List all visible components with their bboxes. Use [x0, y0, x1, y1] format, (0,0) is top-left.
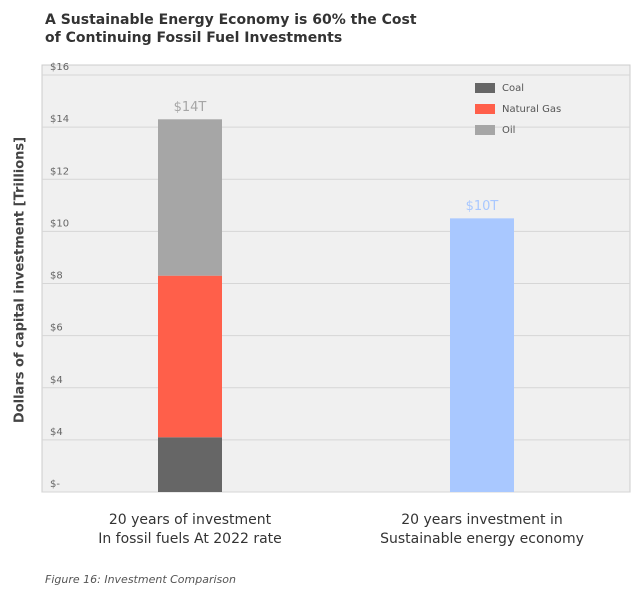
x-tick-label: In fossil fuels At 2022 rate [98, 531, 282, 547]
y-tick-label: $10 [50, 218, 69, 229]
bar-segment [158, 437, 222, 492]
y-tick-label: $16 [50, 62, 69, 73]
x-tick-label: 20 years investment in [401, 512, 563, 528]
y-tick-label: $12 [50, 166, 69, 177]
y-tick-label: $6 [50, 323, 63, 334]
y-tick-label: $4 [50, 427, 63, 438]
legend-label: Coal [502, 83, 524, 94]
legend-swatch [475, 83, 495, 93]
x-tick-label: 20 years of investment [109, 512, 272, 528]
y-tick-label: $8 [50, 271, 63, 282]
total-label: $10T [466, 199, 499, 214]
x-tick-label: Sustainable energy economy [380, 531, 584, 547]
plot-area [41, 64, 631, 493]
legend-swatch [475, 125, 495, 135]
bar-segment [158, 119, 222, 276]
legend-swatch [475, 104, 495, 114]
y-tick-label: $- [50, 479, 60, 490]
y-tick-label: $4 [50, 375, 63, 386]
legend-label: Oil [502, 125, 515, 136]
chart-title: of Continuing Fossil Fuel Investments [45, 30, 342, 46]
caption: Figure 16: Investment Comparison [45, 573, 236, 586]
chart-title: A Sustainable Energy Economy is 60% the … [45, 12, 417, 28]
bar-segment [158, 275, 222, 438]
y-tick-label: $14 [50, 114, 69, 125]
bar-segment [450, 218, 514, 492]
total-label: $14T [174, 100, 207, 115]
legend-label: Natural Gas [502, 104, 561, 115]
y-axis-title: Dollars of capital investment [Trillions… [13, 137, 28, 423]
